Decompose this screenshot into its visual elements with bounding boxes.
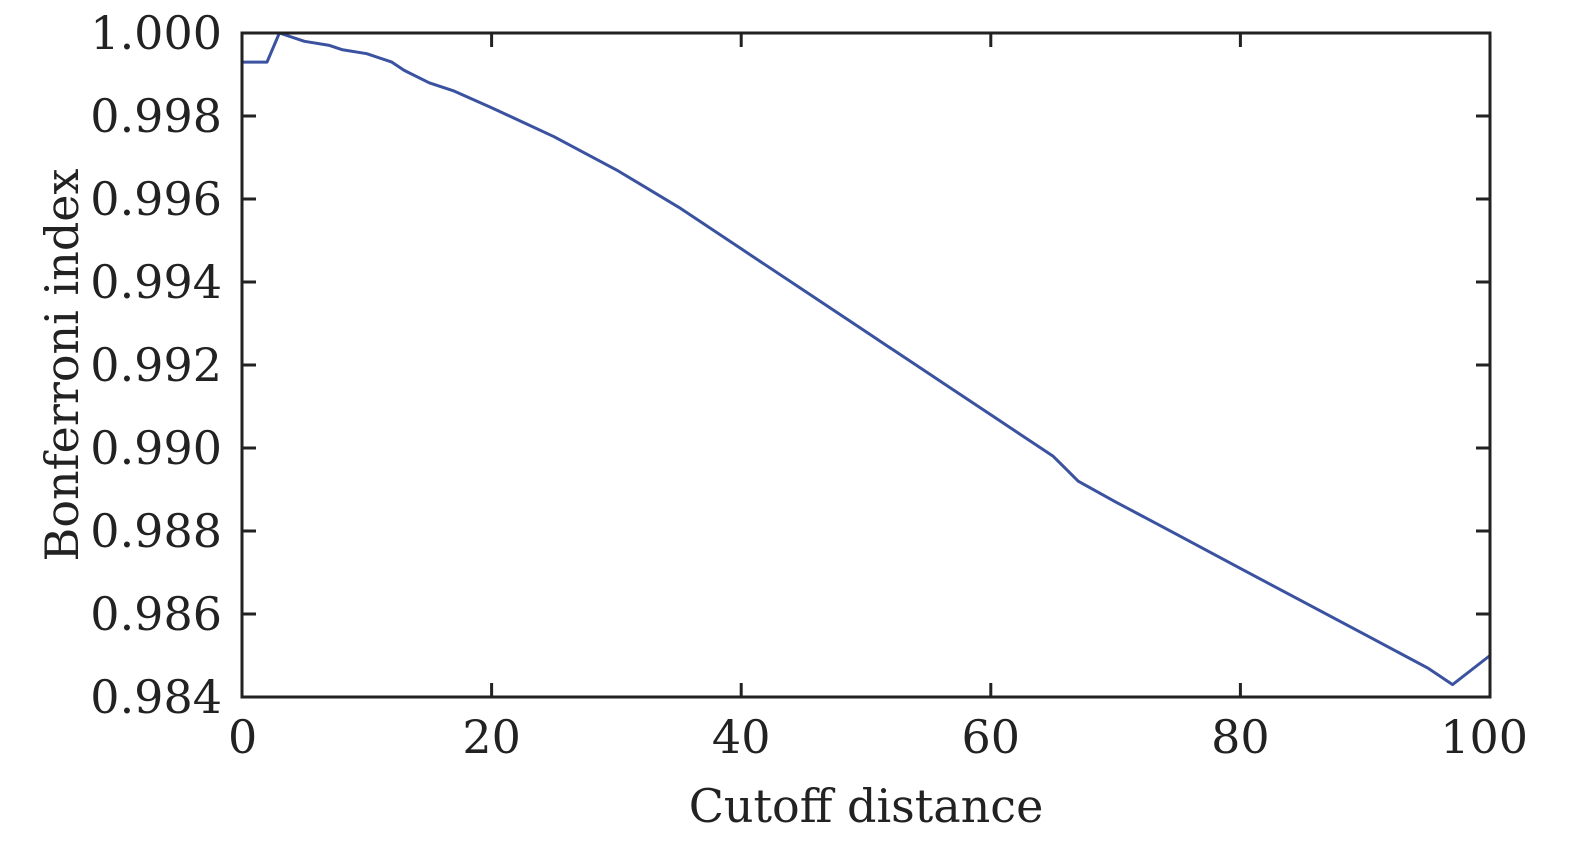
x-tick-label: 20 [462, 710, 521, 764]
y-tick-label: 0.990 [90, 421, 222, 475]
line-layer [240, 31, 1492, 687]
y-tick-label: 0.988 [90, 504, 222, 558]
x-tick-label: 80 [1211, 710, 1270, 764]
y-tick-label: 0.996 [90, 172, 222, 226]
y-tick-label: 0.992 [90, 338, 222, 392]
y-tick-label: 1.000 [90, 6, 222, 60]
plot-frame [240, 31, 1492, 699]
x-axis-label: Cutoff distance [689, 779, 1044, 833]
series-line [240, 31, 1492, 687]
y-tick-label: 0.994 [90, 255, 222, 309]
y-tick-label: 0.984 [90, 670, 222, 724]
ticks-layer [240, 31, 1492, 699]
x-tick-label: 60 [962, 710, 1021, 764]
x-tick-label: 40 [712, 710, 771, 764]
x-tick-label: 0 [228, 710, 257, 764]
x-tick-label: 100 [1440, 710, 1528, 764]
y-axis-label: Bonferroni index [35, 168, 89, 561]
y-tick-label: 0.986 [90, 587, 222, 641]
y-tick-label: 0.998 [90, 89, 222, 143]
labels-layer: 0 20 40 60 80 100 0.984 0.986 0.988 0.990 0.992 0.9… [90, 6, 1528, 764]
